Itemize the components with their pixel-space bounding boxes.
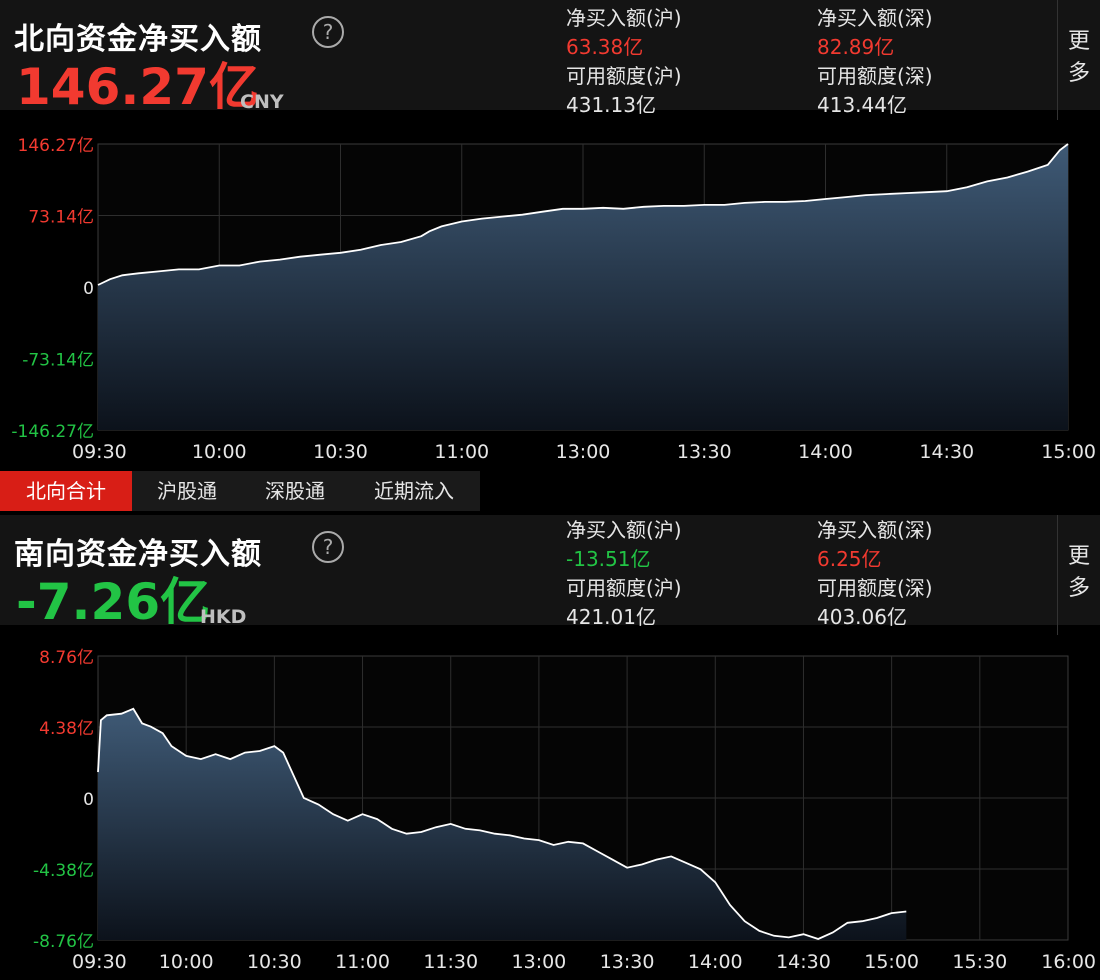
tab-north-total[interactable]: 北向合计 bbox=[0, 471, 132, 511]
series-area bbox=[98, 708, 907, 940]
more-label-1: 更 bbox=[1067, 29, 1090, 54]
tab-sh-connect[interactable]: 沪股通 bbox=[157, 479, 217, 503]
y-tick-label: 73.14亿 bbox=[28, 208, 94, 228]
south-more-button[interactable]: 更 多 bbox=[1057, 515, 1100, 635]
north-title: 北向资金净买入额 bbox=[14, 22, 262, 57]
y-tick-label: -146.27亿 bbox=[11, 422, 94, 442]
x-tick-label: 11:00 bbox=[434, 441, 489, 463]
south-sh-quota-label: 可用额度(沪) bbox=[566, 576, 682, 600]
y-tick-label: -8.76亿 bbox=[33, 932, 94, 952]
x-tick-label: 16:00 bbox=[1041, 951, 1096, 973]
series-line bbox=[97, 143, 1069, 286]
y-tick-label: 8.76亿 bbox=[39, 648, 94, 668]
y-tick-label: -4.38亿 bbox=[33, 861, 94, 881]
y-tick-label: 0 bbox=[83, 279, 94, 299]
x-tick-label: 10:30 bbox=[313, 441, 368, 463]
x-tick-label: 10:30 bbox=[247, 951, 302, 973]
x-tick-label: 14:30 bbox=[776, 951, 831, 973]
series-line bbox=[97, 707, 907, 940]
north-sh-quota-label: 可用额度(沪) bbox=[566, 64, 682, 88]
north-sz-buy-value: 82.89亿 bbox=[817, 35, 895, 59]
x-tick-label: 14:00 bbox=[688, 951, 743, 973]
more-label-2: 多 bbox=[1067, 61, 1090, 86]
more-label-2: 多 bbox=[1067, 576, 1090, 601]
south-title: 南向资金净买入额 bbox=[14, 537, 262, 572]
x-tick-label: 13:30 bbox=[677, 441, 732, 463]
south-sz-quota-value: 403.06亿 bbox=[817, 605, 907, 629]
x-tick-label: 09:30 bbox=[72, 951, 127, 973]
y-tick-label: 0 bbox=[83, 790, 94, 810]
north-header: 北向资金净买入额 ? 146.27亿 CNY 净买入额(沪) 63.38亿 可用… bbox=[0, 0, 1100, 116]
y-tick-label: -73.14亿 bbox=[22, 351, 94, 371]
tab-recent-inflow[interactable]: 近期流入 bbox=[374, 479, 454, 503]
y-tick-label: 4.38亿 bbox=[39, 719, 94, 739]
x-tick-label: 09:30 bbox=[72, 441, 127, 463]
north-sz-buy-label: 净买入额(深) bbox=[817, 6, 933, 30]
x-tick-label: 15:30 bbox=[952, 951, 1007, 973]
help-circle-icon[interactable]: ? bbox=[312, 531, 344, 563]
x-tick-label: 10:00 bbox=[159, 951, 214, 973]
y-tick-label: 146.27亿 bbox=[18, 136, 94, 156]
south-sz-buy-label: 净买入额(深) bbox=[817, 518, 933, 542]
x-tick-label: 11:00 bbox=[335, 951, 390, 973]
x-tick-label: 14:30 bbox=[919, 441, 974, 463]
north-more-button[interactable]: 更 多 bbox=[1057, 0, 1100, 120]
x-tick-label: 10:00 bbox=[192, 441, 247, 463]
more-label-1: 更 bbox=[1067, 544, 1090, 569]
x-tick-label: 11:30 bbox=[423, 951, 478, 973]
x-tick-label: 13:00 bbox=[512, 951, 567, 973]
north-currency: CNY bbox=[240, 91, 284, 113]
south-sh-buy-label: 净买入额(沪) bbox=[566, 518, 682, 542]
south-header: 南向资金净买入额 ? -7.26亿 HKD 净买入额(沪) -13.51亿 可用… bbox=[0, 515, 1100, 631]
south-sz-quota-label: 可用额度(深) bbox=[817, 576, 933, 600]
north-sz-quota-label: 可用额度(深) bbox=[817, 64, 933, 88]
x-tick-label: 13:00 bbox=[556, 441, 611, 463]
north-sz-quota-value: 413.44亿 bbox=[817, 93, 907, 117]
south-sz-buy-value: 6.25亿 bbox=[817, 547, 882, 571]
tab-bar: 北向合计 沪股通 深股通 近期流入 bbox=[0, 471, 480, 511]
north-sh-buy-label: 净买入额(沪) bbox=[566, 6, 682, 30]
north-total: 146.27亿 bbox=[16, 58, 259, 116]
south-sh-quota-value: 421.01亿 bbox=[566, 605, 656, 629]
x-tick-label: 15:00 bbox=[1041, 441, 1096, 463]
x-tick-label: 15:00 bbox=[864, 951, 919, 973]
north-sh-buy-value: 63.38亿 bbox=[566, 35, 644, 59]
south-sh-buy-value: -13.51亿 bbox=[566, 547, 651, 571]
series-area bbox=[98, 144, 1068, 430]
x-tick-label: 13:30 bbox=[600, 951, 655, 973]
south-currency: HKD bbox=[200, 606, 247, 628]
x-tick-label: 14:00 bbox=[798, 441, 853, 463]
tab-sz-connect[interactable]: 深股通 bbox=[265, 479, 325, 503]
south-total: -7.26亿 bbox=[16, 573, 211, 631]
help-circle-icon[interactable]: ? bbox=[312, 16, 344, 48]
north-sh-quota-value: 431.13亿 bbox=[566, 93, 656, 117]
